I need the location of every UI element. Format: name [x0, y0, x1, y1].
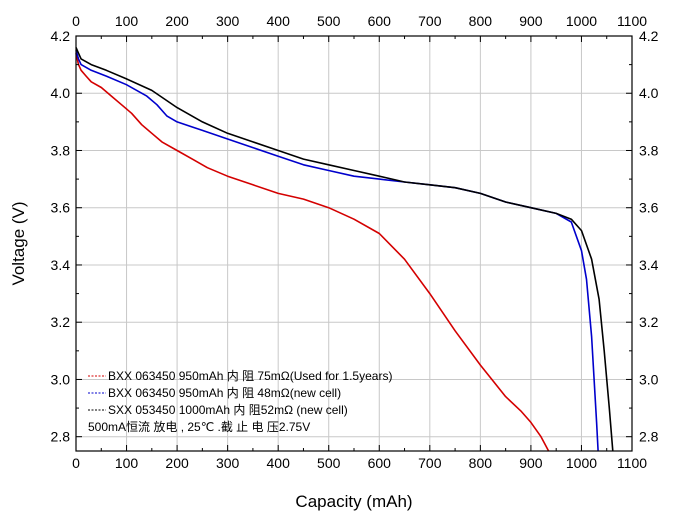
y-tick-label-right: 3.2	[639, 314, 659, 330]
x-tick-label-bottom: 900	[519, 455, 543, 471]
series-line-1	[75, 53, 550, 452]
legend-label-3: SXX 053450 1000mAh 内 阻52mΩ (new cell)	[108, 403, 348, 417]
series-layer	[75, 47, 614, 452]
x-tick-label-bottom: 700	[418, 455, 442, 471]
tick-labels: 0 0 100 100 200 200 300 300 400 400 500 500 600 600 70…	[51, 13, 659, 471]
y-tick-label-right: 4.2	[639, 28, 659, 44]
y-tick-label-right: 3.4	[639, 257, 659, 273]
legend-label-1: BXX 063450 950mAh 内 阻 75mΩ(Used for 1.5y…	[108, 369, 392, 383]
x-tick-label-bottom: 400	[267, 455, 291, 471]
y-tick-label-left: 3.2	[51, 314, 71, 330]
y-tick-label-left: 3.4	[51, 257, 71, 273]
x-tick-label-bottom: 500	[317, 455, 341, 471]
x-tick-label-bottom: 600	[368, 455, 392, 471]
x-tick-label-top: 700	[418, 13, 442, 29]
ticks	[75, 35, 633, 451]
x-tick-label-bottom: 1100	[617, 455, 647, 471]
x-tick-label-top: 100	[115, 13, 139, 29]
x-tick-label-top: 200	[165, 13, 189, 29]
y-tick-label-left: 3.8	[51, 142, 71, 158]
x-tick-label-bottom: 0	[72, 455, 80, 471]
legend-note: 500mA恒流 放电 , 25℃ .截 止 电 压2.75V	[88, 419, 310, 434]
x-tick-label-bottom: 100	[115, 455, 139, 471]
series-line-3	[75, 47, 614, 452]
y-tick-label-left: 4.2	[51, 28, 71, 44]
x-tick-label-bottom: 200	[165, 455, 189, 471]
y-tick-label-right: 4.0	[639, 85, 659, 101]
x-tick-label-top: 1100	[617, 13, 647, 29]
x-tick-label-top: 900	[519, 13, 543, 29]
y-tick-label-right: 3.8	[639, 142, 659, 158]
x-tick-label-top: 1000	[566, 13, 597, 29]
x-tick-label-bottom: 800	[469, 455, 493, 471]
y-tick-label-right: 2.8	[639, 429, 659, 445]
y-tick-label-left: 3.6	[51, 200, 71, 216]
x-tick-label-top: 0	[72, 13, 80, 29]
y-tick-label-right: 3.6	[639, 200, 659, 216]
y-tick-label-right: 3.0	[639, 371, 659, 387]
x-tick-label-top: 300	[216, 13, 240, 29]
y-tick-label-left: 3.0	[51, 371, 71, 387]
legend-label-2: BXX 063450 950mAh 内 阻 48mΩ(new cell)	[108, 386, 341, 400]
series-line-2	[75, 50, 599, 452]
y-tick-label-left: 2.8	[51, 429, 71, 445]
x-axis-title: Capacity (mAh)	[295, 492, 412, 511]
x-tick-label-top: 500	[317, 13, 341, 29]
x-tick-label-bottom: 1000	[566, 455, 597, 471]
legend: BXX 063450 950mAh 内 阻 75mΩ(Used for 1.5y…	[88, 369, 392, 434]
y-tick-label-left: 4.0	[51, 85, 71, 101]
x-tick-label-bottom: 300	[216, 455, 240, 471]
x-tick-label-top: 800	[469, 13, 493, 29]
x-tick-label-top: 600	[368, 13, 392, 29]
y-axis-title: Voltage (V)	[9, 201, 28, 285]
x-tick-label-top: 400	[267, 13, 291, 29]
